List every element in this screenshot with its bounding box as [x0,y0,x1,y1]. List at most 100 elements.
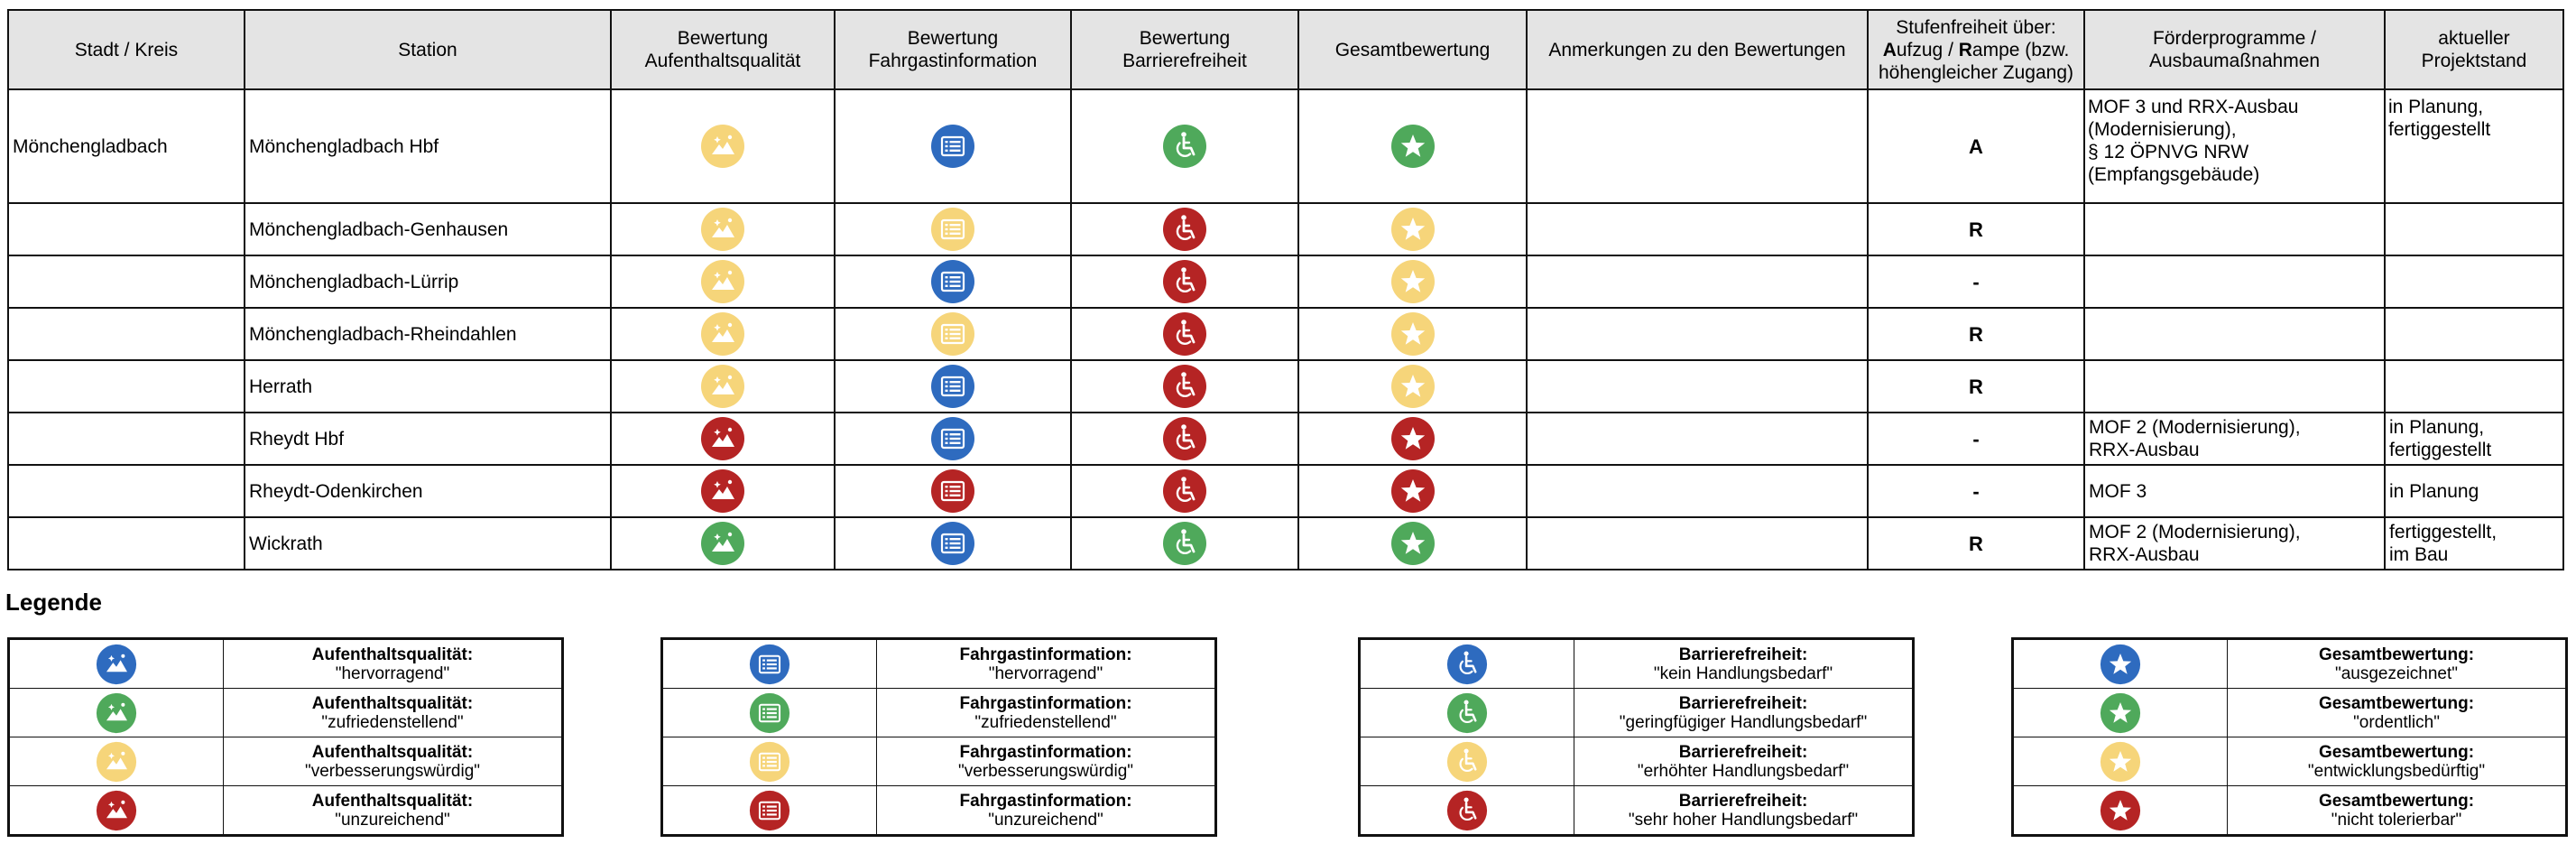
info-list-icon [749,790,790,831]
landscape-icon [700,364,745,409]
wheelchair-icon [1446,692,1488,734]
cell-status-line: in Planung, [2389,417,2485,438]
legend-item-icon-cell [8,638,224,689]
star-icon [1390,259,1436,304]
legend-item-value: "verbesserungswürdig" [304,761,481,781]
legend-item-label: Fahrgastinformation: [959,693,1132,713]
cell-funding: MOF 2 (Modernisierung), RRX-Ausbau [2083,516,2386,570]
legend-item-label: Gesamtbewertung: [2318,791,2475,811]
cell-accessibility [1070,412,1299,466]
station-rating-table: Stadt / Kreis Station Bewertung Aufenthal… [7,9,2564,570]
table-row: Mönchengladbach-Rheindahlen R [7,307,2564,361]
legend-item-label: Aufenthaltsqualität: [311,645,474,664]
legend-item: Barrierefreiheit: "erhöhter Handlungsbeda… [1359,737,1914,786]
legend-title: Legende [5,589,102,616]
info-list-icon [749,644,790,685]
landscape-icon [700,207,745,252]
wheelchair-icon [1162,259,1207,304]
legend-item: Aufenthaltsqualität: "zufriedenstellend" [8,688,563,737]
cell-status [2384,202,2564,256]
header-funding: Förderprogramme / Ausbaumaßnahmen [2083,9,2386,90]
legend-item: Barrierefreiheit: "kein Handlungsbedarf" [1359,638,1914,689]
legend-item-text: Aufenthaltsqualität: "zufriedenstellend" [223,688,563,737]
cell-stay-quality [610,359,836,413]
legend-item: Gesamtbewertung: "ausgezeichnet" [2012,638,2567,689]
legend-group-star: Gesamtbewertung: "ausgezeichnet" Gesamtbew… [2011,637,2568,837]
cell-step-free: R [1867,202,2085,256]
landscape-icon [700,521,745,566]
cell-passenger-info [834,359,1072,413]
wheelchair-icon [1446,644,1488,685]
cell-funding-line: MOF 2 (Modernisierung), [2089,417,2301,438]
cell-station: Wickrath [244,516,612,570]
legend-item-icon-cell [8,737,224,786]
legend-item-label: Gesamtbewertung: [2318,693,2475,713]
cell-overall [1297,88,1528,204]
legend-item-icon-cell [2012,785,2228,836]
legend-item-icon-cell [1359,688,1574,737]
cell-station: Mönchengladbach Hbf [244,88,612,204]
cell-status-line: in Planung [2389,480,2479,502]
cell-station: Rheydt Hbf [244,412,612,466]
header-passenger-info: Bewertung Fahrgastinformation [834,9,1072,90]
cell-funding-line: (Empfangsgebäude) [2088,164,2260,185]
legend-item-icon-cell [661,785,877,836]
wheelchair-icon [1162,521,1207,566]
cell-remarks [1526,516,1869,570]
cell-step-free: R [1867,359,2085,413]
legend-item-text: Barrierefreiheit: "erhöhter Handlungsbeda… [1574,737,1914,786]
table-row: Mönchengladbach Mönchengladbach Hbf A MOF 3… [7,88,2564,204]
cell-funding: MOF 3 und RRX-Ausbau (Modernisierung), § 1… [2083,88,2386,204]
wheelchair-icon [1446,741,1488,783]
legend-group-landscape: Aufenthaltsqualität: "hervorragend" Aufent… [7,637,564,837]
star-icon [1390,311,1436,357]
cell-funding-line: RRX-Ausbau [2089,544,2200,565]
legend-item-text: Aufenthaltsqualität: "unzureichend" [223,785,563,836]
legend-item-label: Barrierefreiheit: [1678,742,1808,762]
cell-city [7,516,245,570]
cell-funding: MOF 2 (Modernisierung), RRX-Ausbau [2083,412,2386,466]
legend-item-value: "zufriedenstellend" [321,712,464,732]
cell-station: Mönchengladbach-Lürrip [244,255,612,309]
landscape-icon [700,416,745,461]
cell-remarks [1526,464,1869,518]
cell-status: in Planung, fertiggestellt [2384,412,2564,466]
cell-overall [1297,412,1528,466]
cell-step-free: - [1867,464,2085,518]
cell-funding [2083,307,2386,361]
legend-item: Fahrgastinformation: "verbesserungswürdig… [661,737,1216,786]
cell-stay-quality [610,202,836,256]
cell-accessibility [1070,307,1299,361]
legend-item-icon-cell [2012,638,2228,689]
legend-item-value: "zufriedenstellend" [974,712,1117,732]
landscape-icon [700,124,745,169]
landscape-icon [96,644,137,685]
cell-step-free: - [1867,255,2085,309]
cell-status: fertiggestellt, im Bau [2384,516,2564,570]
legend-item-label: Barrierefreiheit: [1678,791,1808,811]
legend-group-info-list: Fahrgastinformation: "hervorragend" Fahrga… [660,637,1217,837]
legend-item-text: Fahrgastinformation: "hervorragend" [876,638,1216,689]
table-body: Mönchengladbach Mönchengladbach Hbf A MOF 3… [7,88,2564,570]
legend-item-value: "erhöhter Handlungsbedarf" [1637,761,1850,781]
info-list-icon [930,521,975,566]
legend-item-value: "entwicklungsbedürftig" [2307,761,2486,781]
cell-overall [1297,516,1528,570]
legend-item-icon-cell [661,638,877,689]
cell-status-line: fertiggestellt [2389,440,2492,460]
legend-item-value: "geringfügiger Handlungsbedarf" [1619,712,1868,732]
cell-passenger-info [834,202,1072,256]
table-row: Rheydt Hbf - MOF 2 (Modernisierung), RRX-Au… [7,412,2564,466]
legend-item-icon-cell [8,688,224,737]
star-icon [1390,521,1436,566]
cell-status-line: in Planung, [2388,97,2484,117]
legend-item-text: Gesamtbewertung: "ordentlich" [2227,688,2567,737]
cell-overall [1297,359,1528,413]
legend-item-value: "ordentlich" [2353,712,2440,732]
landscape-icon [700,259,745,304]
cell-remarks [1526,255,1869,309]
legend-item-icon-cell [1359,737,1574,786]
cell-station: Mönchengladbach-Genhausen [244,202,612,256]
header-accessibility: Bewertung Barrierefreiheit [1070,9,1299,90]
cell-remarks [1526,412,1869,466]
